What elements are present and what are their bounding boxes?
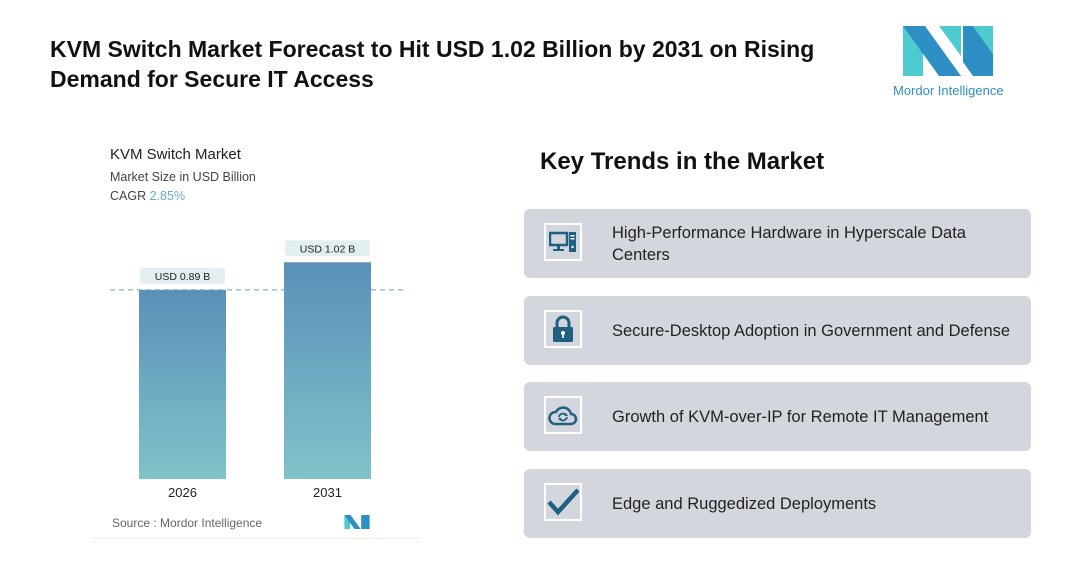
trend-label: Secure-Desktop Adoption in Government an… xyxy=(612,321,1011,340)
data-label-bg xyxy=(140,267,225,284)
page-title: KVM Switch Market Forecast to Hit USD 1.… xyxy=(50,36,815,92)
bar-2031 xyxy=(284,262,371,479)
trend-label: High-Performance Hardware in Hyperscale … xyxy=(612,223,966,264)
x-tick-label: 2031 xyxy=(313,485,342,500)
cloud-sync-icon xyxy=(544,396,582,434)
source-logo-icon xyxy=(344,515,370,529)
trend-card: Secure-Desktop Adoption in Government an… xyxy=(524,296,1031,365)
data-label: USD 0.89 B xyxy=(155,271,210,283)
brand-logo: Mordor Intelligence xyxy=(893,26,1008,98)
data-label-bg xyxy=(285,240,370,257)
trend-label: Growth of KVM-over-IP for Remote IT Mana… xyxy=(612,407,989,426)
lock-icon xyxy=(544,310,582,348)
chart-subtitle: Market Size in USD Billion xyxy=(110,170,256,184)
checkmark-icon xyxy=(544,483,582,521)
computer-icon xyxy=(544,223,582,261)
chart-plot: USD 0.89 B 2026 USD 1.02 B 2031 xyxy=(110,240,404,500)
cagr-value: 2.85% xyxy=(149,189,186,203)
logo-text: Mordor Intelligence xyxy=(893,83,1004,98)
trend-label: Edge and Ruggedized Deployments xyxy=(612,494,877,513)
data-label: USD 1.02 B xyxy=(300,243,355,255)
chart-source: Source : Mordor Intelligence xyxy=(112,516,263,530)
logo-mark-icon xyxy=(903,26,993,76)
chart-cagr: CAGR 2.85% xyxy=(110,189,185,203)
bar-chart: KVM Switch Market Market Size in USD Bil… xyxy=(92,134,420,539)
bar-2026 xyxy=(139,289,226,479)
trend-card: Edge and Ruggedized Deployments xyxy=(524,469,1031,538)
chart-title: KVM Switch Market xyxy=(110,146,241,163)
cagr-label: CAGR xyxy=(110,189,147,203)
x-tick-label: 2026 xyxy=(168,485,197,500)
trends-title: Key Trends in the Market xyxy=(540,148,825,175)
trend-card: High-Performance Hardware in Hyperscale … xyxy=(524,209,1031,278)
trend-card: Growth of KVM-over-IP for Remote IT Mana… xyxy=(524,382,1031,451)
